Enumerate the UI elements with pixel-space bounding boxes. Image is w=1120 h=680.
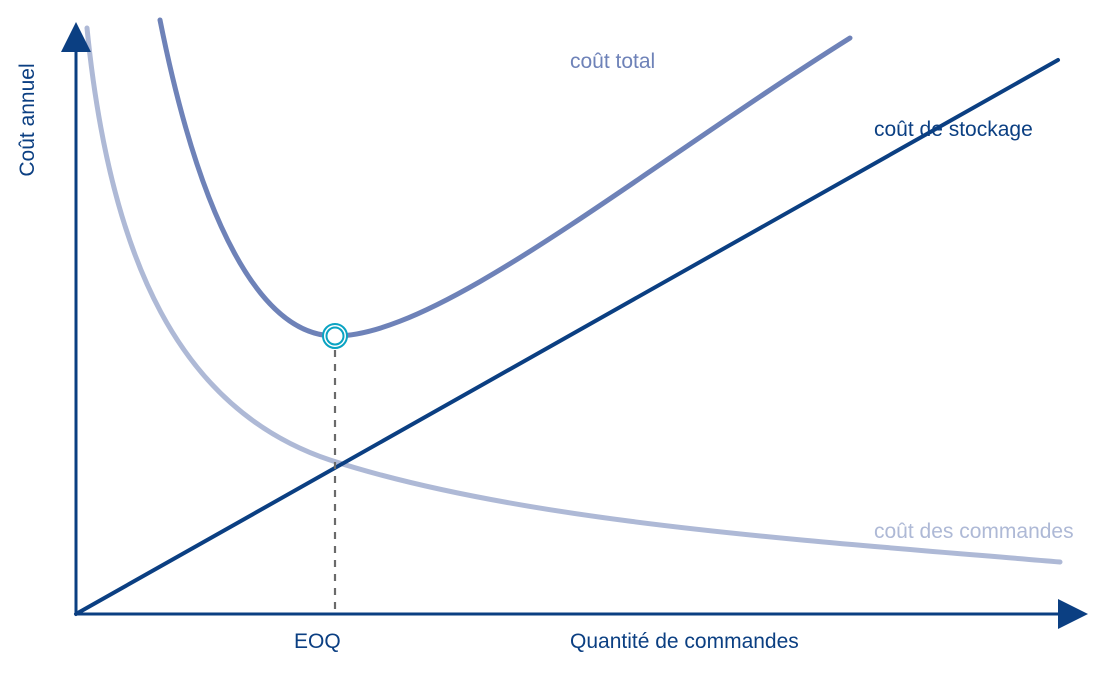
- eoq-chart-svg: Quantité de commandes EOQ Coût annuel coût …: [0, 0, 1120, 680]
- storage-cost-label: coût de stockage: [874, 118, 1033, 141]
- eoq-marker-inner: [327, 328, 344, 345]
- x-axis-label: Quantité de commandes: [570, 630, 799, 653]
- y-axis-label: Coût annuel: [16, 63, 39, 176]
- total-cost-label: coût total: [570, 50, 655, 73]
- eoq-chart-container: Quantité de commandes EOQ Coût annuel coût …: [0, 0, 1120, 680]
- eoq-axis-label: EOQ: [294, 630, 341, 653]
- total-cost-curve: [160, 20, 850, 336]
- order-cost-label: coût des commandes: [874, 520, 1074, 543]
- order-cost-curve: [87, 28, 1060, 562]
